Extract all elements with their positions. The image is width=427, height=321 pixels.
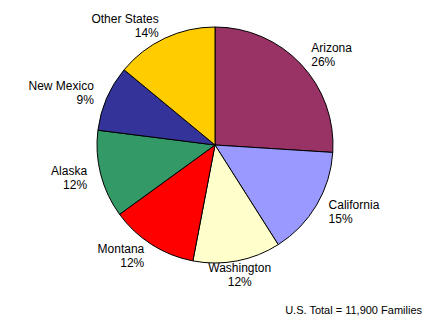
data-label: 15%: [329, 212, 353, 226]
data-label: 12%: [63, 178, 87, 192]
chart: Arizona26%California15%Washington12%Mont…: [0, 0, 427, 321]
data-label: 12%: [120, 256, 144, 270]
slice-label: Other States: [91, 12, 158, 26]
slice: [124, 27, 215, 145]
data-label: 14%: [135, 26, 159, 40]
annotation: U.S. Total = 11,900 Families: [285, 304, 422, 316]
slice-label: Arizona: [311, 41, 352, 55]
slice-label: California: [329, 198, 380, 212]
slice-label: Montana: [98, 242, 145, 256]
data-label: 9%: [77, 93, 95, 107]
data-label: 12%: [228, 275, 252, 289]
labels: Arizona26%California15%Washington12%Mont…: [28, 12, 379, 289]
slice-label: New Mexico: [28, 79, 94, 93]
data-label: 26%: [311, 55, 335, 69]
slice-label: Alaska: [51, 164, 87, 178]
pie: [97, 27, 333, 263]
slice-label: Washington: [208, 261, 271, 275]
